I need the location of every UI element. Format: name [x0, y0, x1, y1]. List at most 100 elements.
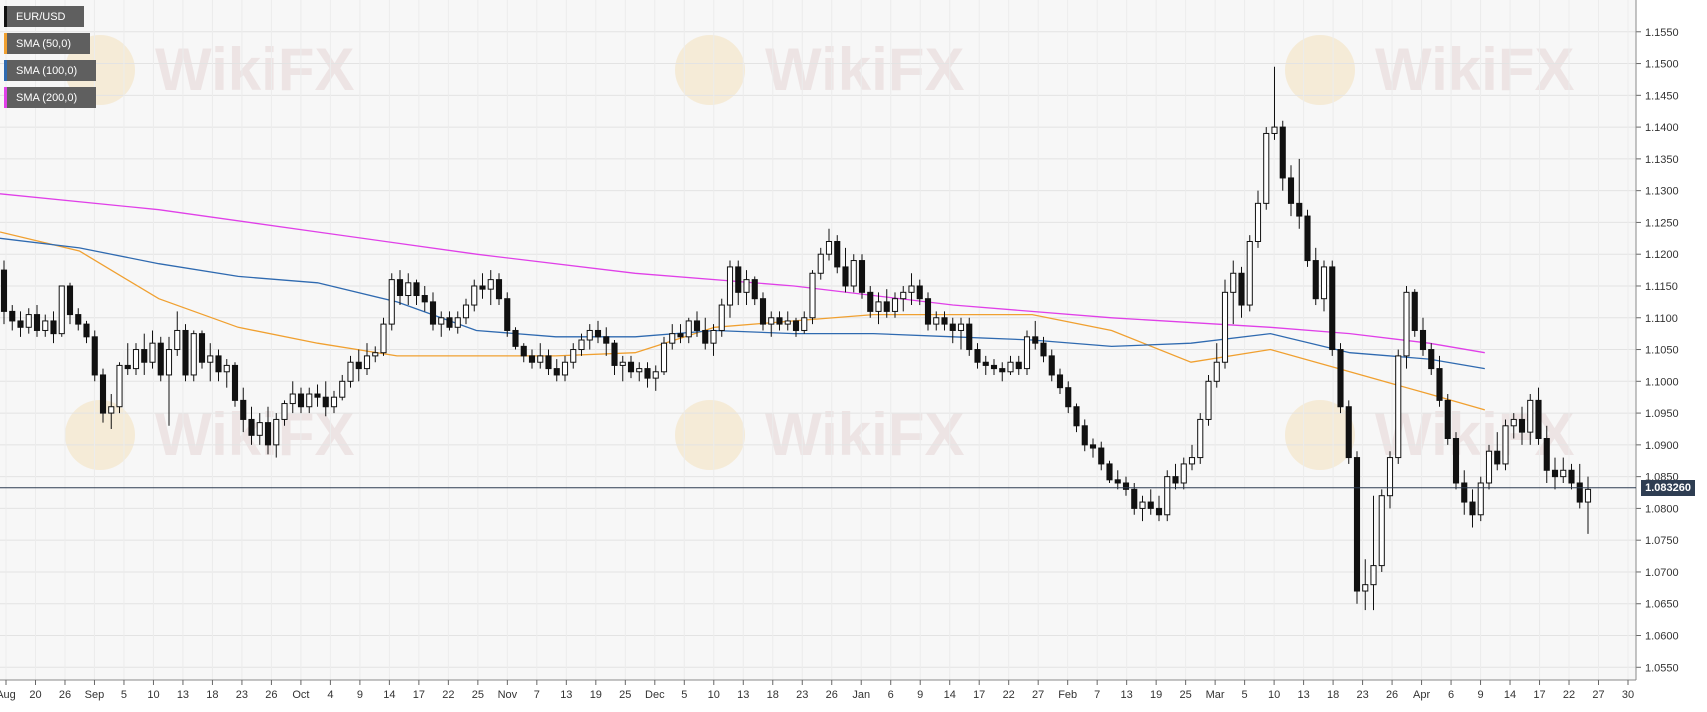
candle-bullish [132, 349, 140, 370]
x-tick-label: 6 [1448, 689, 1454, 701]
watermark-logo [675, 400, 745, 470]
candle-bullish [256, 422, 263, 436]
candle-bullish [388, 279, 395, 325]
candle-bullish [372, 352, 379, 357]
legend-item-sma100[interactable]: SMA (100,0) [4, 60, 96, 81]
y-tick-label: 1.0750 [1645, 535, 1679, 547]
candle-bullish [1320, 266, 1328, 300]
candle-bearish [1576, 482, 1583, 503]
x-tick-label: 14 [383, 689, 395, 701]
candle-bearish [974, 349, 981, 363]
x-tick-label: 13 [177, 689, 189, 701]
candle-bullish [1205, 380, 1212, 420]
legend-item-sma50[interactable]: SMA (50,0) [4, 33, 90, 54]
candle-bullish [817, 253, 824, 274]
candle-bearish [141, 349, 148, 363]
candle-bearish [314, 393, 321, 398]
candle-bullish [1386, 457, 1394, 497]
candle-bearish [594, 329, 602, 338]
candle-bullish [174, 329, 181, 351]
candle-bullish [768, 317, 775, 325]
y-tick-label: 1.0600 [1645, 631, 1679, 643]
candle-bullish [1007, 361, 1014, 373]
candle-bullish [957, 323, 965, 331]
candle-bearish [1518, 418, 1526, 433]
candle-bearish [1238, 272, 1245, 306]
candle-bearish [1098, 447, 1105, 465]
legend-item-sma200[interactable]: SMA (200,0) [4, 87, 96, 108]
candle-bearish [966, 323, 973, 351]
candle-bullish [1180, 463, 1187, 484]
candle-bearish [99, 374, 107, 414]
candle-bullish [619, 361, 626, 366]
candle-bearish [1172, 476, 1179, 484]
y-tick-label: 1.1450 [1645, 90, 1679, 102]
x-tick-label: 23 [1356, 689, 1368, 701]
candle-bearish [1122, 482, 1130, 490]
candle-bearish [1114, 479, 1121, 484]
x-tick-label: 20 [29, 689, 41, 701]
candle-bullish [1403, 291, 1410, 357]
x-tick-label: 22 [1003, 689, 1015, 701]
x-tick-label: 9 [357, 689, 363, 701]
candle-bearish [124, 364, 131, 370]
candle-bullish [1246, 240, 1253, 306]
candle-bullish [1527, 399, 1534, 433]
candle-bearish [883, 301, 890, 312]
candle-bearish [1345, 406, 1352, 459]
x-tick-label: 10 [1268, 689, 1280, 701]
x-tick-label: Jan [852, 689, 870, 701]
candle-bullish [42, 320, 49, 331]
x-tick-label: 26 [826, 689, 838, 701]
candle-bullish [207, 355, 214, 363]
x-tick-label: 13 [737, 689, 749, 701]
candle-bullish [1502, 425, 1509, 465]
x-tick-label: Sep [85, 689, 105, 701]
candle-bullish [1362, 584, 1369, 592]
candle-bullish [380, 323, 387, 354]
legend-swatch [4, 87, 7, 108]
candle-bullish [652, 371, 659, 379]
candle-bearish [1106, 463, 1113, 481]
x-tick-label: 26 [59, 689, 71, 701]
candle-bullish [339, 380, 346, 398]
candle-bearish [611, 342, 618, 366]
candle-bearish [33, 314, 41, 331]
candle-bearish [941, 317, 948, 325]
candle-bullish [1023, 336, 1031, 370]
candle-bearish [1279, 126, 1286, 179]
candle-bullish [273, 418, 280, 446]
candle-bullish [165, 349, 173, 376]
x-tick-label: 5 [121, 689, 127, 701]
legend-item-eurusd[interactable]: EUR/USD [4, 6, 84, 27]
candle-bearish [751, 279, 758, 300]
candle-bearish [553, 368, 560, 376]
y-tick-label: 1.1300 [1645, 186, 1679, 198]
candle-bearish [1304, 215, 1311, 262]
y-tick-label: 1.1500 [1645, 59, 1679, 71]
watermark-logo [65, 400, 135, 470]
sma-line [0, 193, 1485, 354]
candle-bullish [306, 393, 313, 408]
candle-bearish [842, 266, 849, 287]
candle-bearish [429, 301, 437, 325]
x-tick-label: Aug [0, 689, 16, 701]
x-tick-label: Oct [292, 689, 309, 701]
candle-bullish [908, 285, 915, 293]
x-tick-label: 30 [1622, 689, 1634, 701]
watermark-logo [1285, 35, 1355, 105]
candle-bullish [537, 355, 544, 363]
sma-line [0, 237, 1485, 370]
x-tick-label: 9 [1477, 689, 1483, 701]
candle-bullish [1485, 450, 1493, 484]
candle-bearish [776, 317, 783, 325]
watermark-text: WikiFX [155, 401, 354, 468]
candle-bullish [347, 361, 354, 382]
x-tick-label: 19 [1150, 689, 1162, 701]
candle-bullish [149, 342, 156, 363]
x-tick-label: 22 [442, 689, 454, 701]
candle-bullish [1197, 418, 1204, 459]
candle-bullish [1510, 418, 1517, 427]
x-tick-label: 7 [534, 689, 540, 701]
